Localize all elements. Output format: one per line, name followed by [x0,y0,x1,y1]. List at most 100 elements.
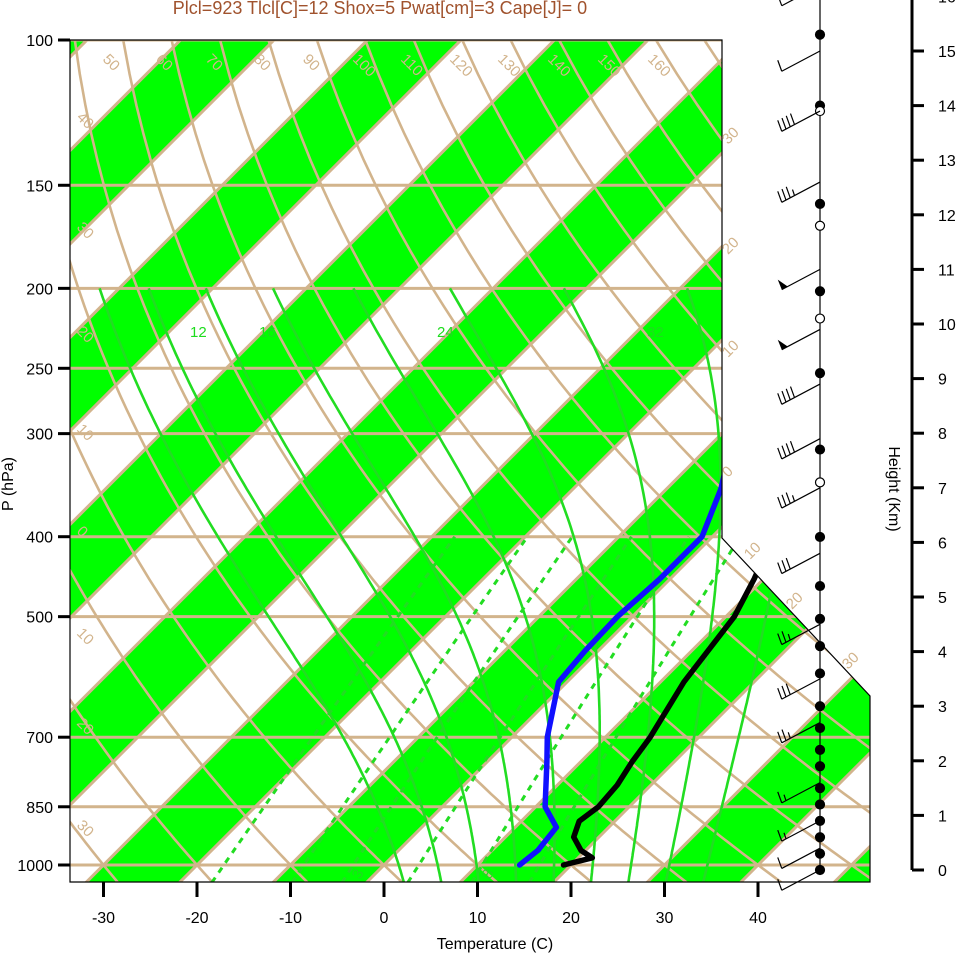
wind-barb-staff [781,181,821,203]
dry-adiabat-line [194,40,870,882]
wind-barb [777,328,821,351]
wind-barb [779,0,794,7]
wind-barb-feather [781,685,787,698]
y-tick-label: 200 [26,281,53,298]
wind-barb-feather [781,494,787,507]
height-marker [814,782,826,794]
wind-barb-staff [781,268,821,291]
wind-barb [777,552,821,575]
wind-barb-feather [781,631,787,643]
height-marker [814,641,826,652]
dry-adiabat-line [107,40,710,882]
moist-adiabat-line [271,287,518,882]
wind-barb-feather [785,115,791,128]
x-tick-label: -30 [92,910,115,927]
isotherm-line [70,40,870,882]
height-marker [814,531,826,543]
wind-barb-feather [777,829,783,842]
isotherm-line [70,40,590,882]
isotherm-line [70,40,310,882]
wind-barb-feather [789,440,796,453]
wind-barb-feather [777,60,783,72]
height-tick-label: 11 [938,262,955,279]
wind-barb-staff [781,50,821,72]
x-axis-label: Temperature (C) [437,936,553,953]
wind-barb-staff [781,552,821,575]
isotherm-line [629,40,870,882]
height-tick-label: 0 [938,863,947,880]
wind-barb-feather [781,390,787,403]
moist-adiabat-lines [98,287,804,882]
height-tick-label: 13 [938,153,956,170]
height-marker [814,744,826,755]
height-marker [814,444,826,455]
height-tick-label: 8 [938,426,947,443]
wind-barb-staff [781,869,821,891]
wind-barb [777,678,821,700]
wind-barb-feather [785,186,791,198]
isotherm-label: 10 [73,625,97,649]
isotherm-line [0,0,28,899]
wind-barb-staff [781,328,821,351]
plot-frame [69,39,871,883]
isotherm-label: 160 [644,51,674,81]
wind-barb-staff [781,487,821,509]
height-marker [814,286,826,297]
mixing-ratio-label: 32 [647,324,664,341]
x-tick-label: 30 [656,910,674,927]
dry-adiabat-line [70,40,134,882]
wind-barb-feather [777,120,783,132]
isotherm-line [161,40,870,882]
isotherm-band [70,40,402,882]
mixing-ratio-line [290,535,529,882]
dry-adiabat-line [369,40,870,882]
wind-barb-feather [779,0,783,6]
wind-barb [777,847,821,869]
wind-barb [777,782,821,804]
wind-barb-feather [777,191,783,203]
wind-barb [777,50,821,72]
wind-barb-staff [781,678,821,700]
x-tick-label: 20 [562,910,580,927]
y-tick-label: 700 [26,730,53,747]
y-tick-label: 400 [26,530,53,547]
wind-barb-staff [781,722,821,744]
isotherm-band [443,40,870,882]
wind-barb-feather [777,562,783,574]
wind-barb-feather [789,386,796,398]
wind-barb-half-feather [791,189,796,196]
dry-adiabat-line [70,40,230,882]
chart-title: Plcl=923 Tlcl[C]=12 Shox=5 Pwat[cm]=3 Ca… [173,0,587,18]
wind-barb [777,820,821,842]
height-marker [814,701,826,712]
dry-adiabat-line [238,40,870,882]
wind-barb-half-feather [787,633,791,641]
height-marker [814,29,826,40]
height-tick-label: 5 [938,590,947,607]
wind-barb-feather [785,557,791,570]
wind-barb-pennant [777,339,788,350]
y-tick-label: 100 [26,33,53,50]
wind-barb-staff [781,110,821,132]
wind-barb-half-feather [783,794,787,801]
isotherm-label: 90 [299,51,323,75]
wind-barb [777,722,821,744]
height-tick-label: 6 [938,535,947,552]
moist-adiabat-line [204,287,480,882]
height-marker [814,848,826,859]
y-tick-label: 300 [26,427,53,444]
height-marker [814,477,826,488]
height-marker [814,668,826,679]
height-marker [814,832,826,843]
height-tick-label: 12 [938,208,956,225]
wind-barb-feather [777,496,783,509]
wind-barb-feather [785,388,791,401]
wind-barb [777,181,821,203]
y-tick-label: 850 [26,800,53,817]
mixing-ratio-line [528,535,742,882]
height-marker [814,799,826,810]
height-tick-label: 1 [938,808,947,825]
isotherm-label: 120 [446,51,476,81]
x-tick-label: -10 [279,910,302,927]
